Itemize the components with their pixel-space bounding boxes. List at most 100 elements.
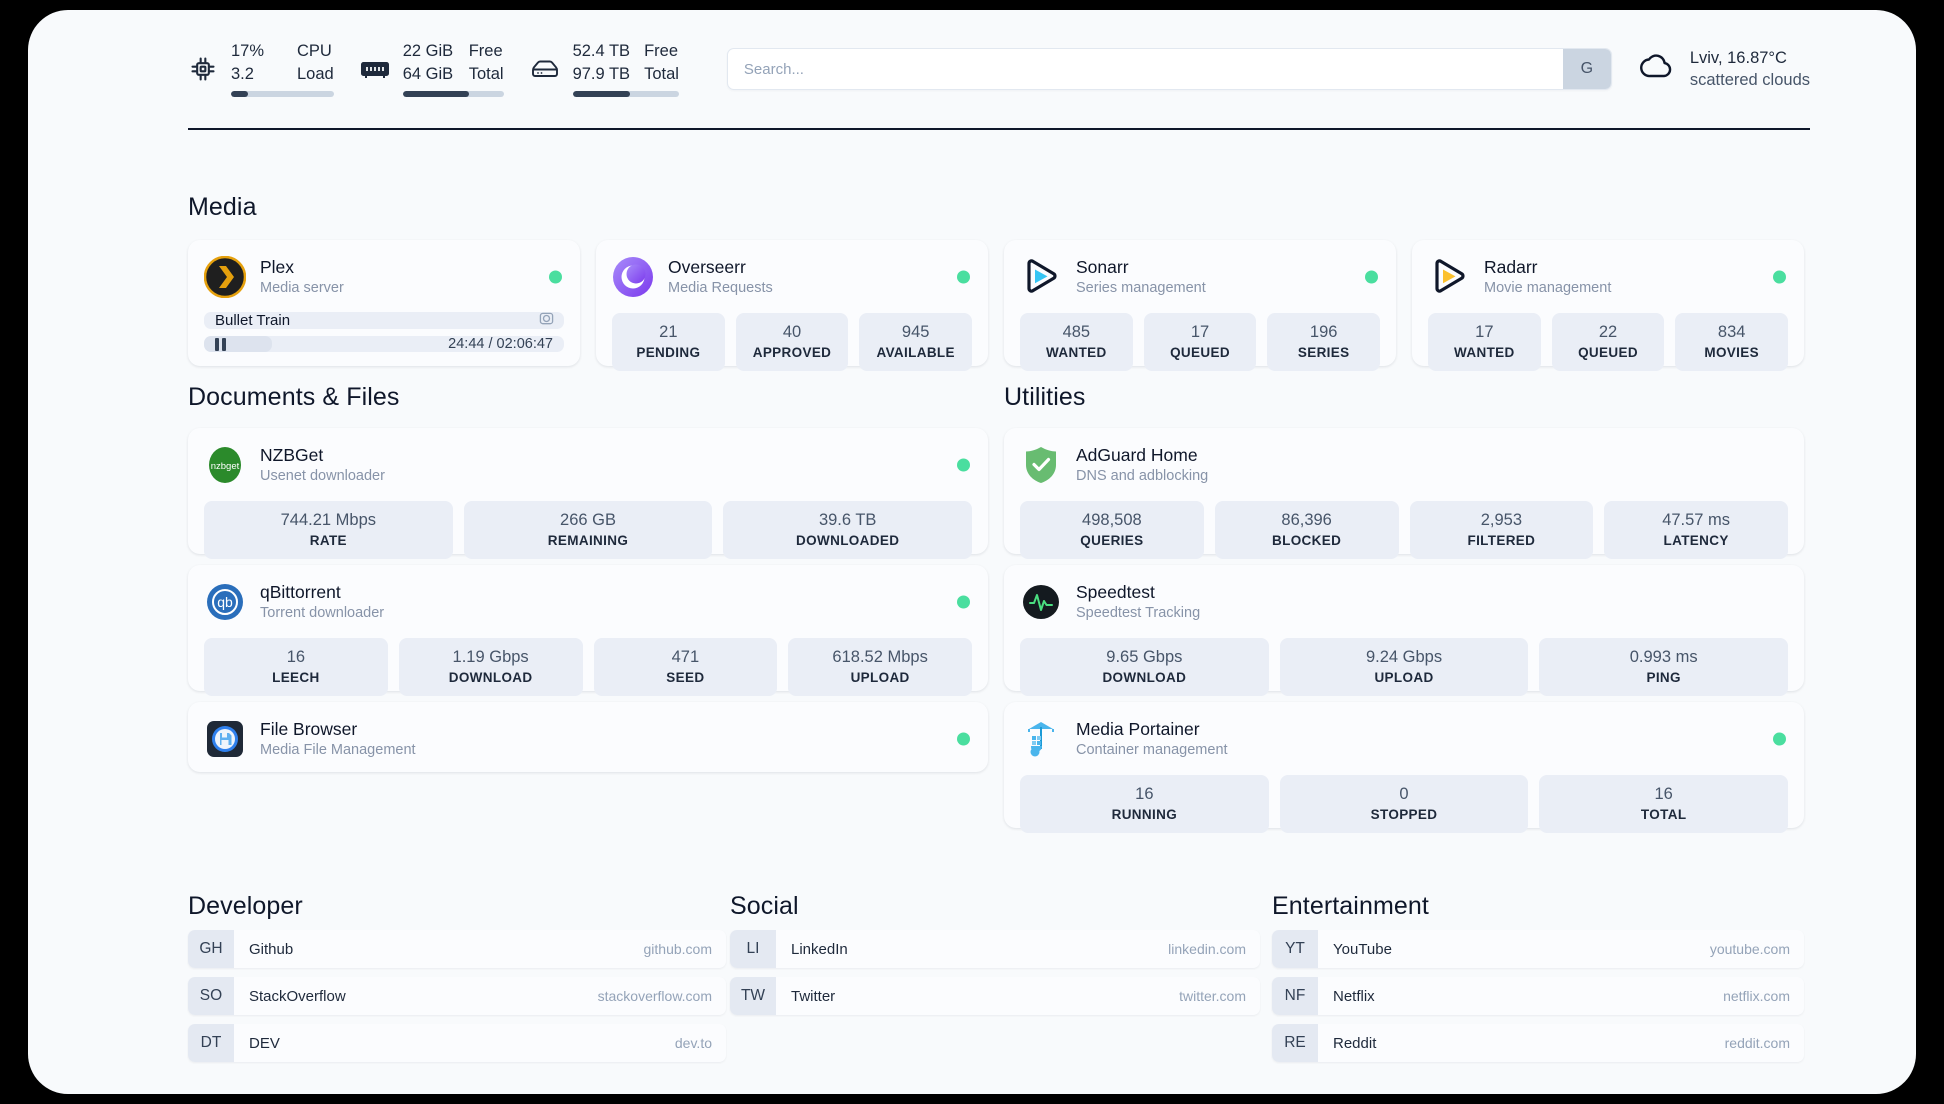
- bookmark-item[interactable]: NF Netflix netflix.com: [1272, 977, 1804, 1015]
- bookmark-item[interactable]: SO StackOverflow stackoverflow.com: [188, 977, 726, 1015]
- search-input[interactable]: [727, 49, 1563, 89]
- stat-label: DOWNLOAD: [1102, 669, 1187, 685]
- playback-progress-bar[interactable]: 24:44 / 02:06:47: [204, 336, 564, 352]
- disk-icon: [530, 54, 560, 84]
- cpu-widget: 17% CPU 3.2 Load: [188, 41, 334, 98]
- stat-tile: 17 WANTED: [1428, 313, 1541, 372]
- stat-tile: 945 AVAILABLE: [859, 313, 973, 372]
- memory-progress-bar: [402, 91, 504, 98]
- cast-icon[interactable]: [539, 311, 554, 331]
- bookmark-item[interactable]: LI LinkedIn linkedin.com: [730, 930, 1260, 968]
- stats-row: 21 PENDING 40 APPROVED 945 AVAILABLE: [612, 313, 973, 372]
- app-name: Sonarr: [1076, 256, 1129, 277]
- card-radarr[interactable]: Radarr Movie management 17 WANTED 22 QUE…: [1412, 240, 1804, 372]
- stat-tile: 834 MOVIES: [1675, 313, 1789, 372]
- stat-tile: 471 SEED: [593, 638, 778, 697]
- stat-value: 0: [1399, 785, 1409, 803]
- svg-text:nzbget: nzbget: [211, 461, 240, 472]
- card-portainer[interactable]: Media Portainer Container management 16 …: [1004, 702, 1804, 834]
- status-dot-online: [1773, 732, 1786, 746]
- stat-tile: 16 RUNNING: [1020, 775, 1269, 834]
- radarr-icon: [1428, 256, 1470, 298]
- bookmark-url: netflix.com: [1723, 988, 1790, 1004]
- memory-widget: 22 GiB Free 64 GiB Total: [360, 41, 504, 98]
- bookmark-name: YouTube: [1333, 940, 1392, 958]
- stat-tile: 47.57 ms LATENCY: [1604, 501, 1788, 560]
- card-speedtest[interactable]: Speedtest Speedtest Tracking 9.65 Gbps D…: [1004, 565, 1804, 697]
- bookmark-url: linkedin.com: [1168, 941, 1246, 957]
- now-playing-title: Bullet Train: [215, 312, 291, 329]
- stat-label: WANTED: [1046, 344, 1107, 360]
- status-dot-online: [957, 732, 970, 746]
- stats-row: 9.65 Gbps DOWNLOAD 9.24 Gbps UPLOAD 0.99…: [1020, 638, 1789, 697]
- app-subtitle: Speedtest Tracking: [1076, 604, 1201, 621]
- nzbget-icon: nzbget: [204, 444, 246, 486]
- stats-row: 744.21 Mbps RATE 266 GB REMAINING 39.6 T…: [204, 501, 973, 560]
- memory-free-label: Free: [468, 41, 503, 60]
- pause-icon[interactable]: [215, 337, 226, 351]
- stat-label: WANTED: [1454, 344, 1515, 360]
- stat-label: BLOCKED: [1272, 532, 1342, 548]
- stat-value: 485: [1062, 323, 1091, 341]
- weather-widget: Lviv, 16.87°C scattered clouds: [1638, 49, 1810, 90]
- cpu-icon: [188, 54, 218, 84]
- bookmark-abbr: TW: [730, 977, 776, 1015]
- stat-tile: 266 GB REMAINING: [463, 501, 713, 560]
- speedtest-icon: [1020, 581, 1062, 623]
- bookmark-name: Github: [249, 940, 294, 958]
- stat-value: 618.52 Mbps: [832, 648, 928, 666]
- stat-label: QUEUED: [1170, 344, 1230, 360]
- search-bar[interactable]: G: [726, 48, 1612, 90]
- bookmark-abbr: LI: [730, 930, 776, 968]
- card-overseerr[interactable]: Overseerr Media Requests 21 PENDING 40 A…: [596, 240, 988, 372]
- bookmark-list-social: LI LinkedIn linkedin.com TW Twitter twit…: [730, 930, 1260, 1015]
- stats-row: 485 WANTED 17 QUEUED 196 SERIES: [1020, 313, 1381, 372]
- card-qbittorrent[interactable]: qb qBittorrent Torrent downloader 16 LEE…: [188, 565, 988, 697]
- app-name: Overseerr: [668, 256, 746, 277]
- stat-tile: 21 PENDING: [612, 313, 725, 372]
- stat-tile: 196 SERIES: [1267, 313, 1381, 372]
- stat-value: 86,396: [1281, 511, 1332, 529]
- stat-label: UPLOAD: [850, 669, 910, 685]
- card-header: nzbget NZBGet Usenet downloader: [204, 442, 972, 488]
- section-title-social: Social: [730, 892, 799, 920]
- bookmark-item[interactable]: TW Twitter twitter.com: [730, 977, 1260, 1015]
- stat-value: 16: [286, 648, 306, 666]
- section-title-documents: Documents & Files: [188, 383, 400, 411]
- svg-text:qb: qb: [217, 594, 233, 610]
- stat-value: 9.65 Gbps: [1106, 648, 1183, 666]
- filebrowser-icon: [204, 718, 246, 760]
- card-plex[interactable]: Plex Media server Bullet Train 24:44 / 0…: [188, 240, 580, 366]
- app-subtitle: DNS and adblocking: [1076, 467, 1209, 484]
- bookmark-item[interactable]: GH Github github.com: [188, 930, 726, 968]
- card-sonarr[interactable]: Sonarr Series management 485 WANTED 17 Q…: [1004, 240, 1396, 372]
- stat-label: FILTERED: [1467, 532, 1536, 548]
- cpu-load-label: Load: [297, 65, 334, 83]
- overseerr-icon: [612, 256, 654, 298]
- search-provider-button[interactable]: G: [1562, 49, 1611, 89]
- card-filebrowser[interactable]: File Browser Media File Management: [188, 702, 988, 772]
- portainer-icon: [1020, 718, 1062, 760]
- cpu-load-value: 3.2: [231, 65, 254, 83]
- card-nzbget[interactable]: nzbget NZBGet Usenet downloader 744.21 M…: [188, 428, 988, 560]
- card-header: Sonarr Series management: [1020, 254, 1380, 300]
- sonarr-icon: [1020, 256, 1062, 298]
- cloud-icon: [1638, 50, 1676, 88]
- playback-time: 24:44 / 02:06:47: [448, 336, 553, 352]
- stat-value: 17: [1190, 323, 1210, 341]
- section-title-utilities: Utilities: [1004, 383, 1086, 411]
- bookmark-item[interactable]: DT DEV dev.to: [188, 1024, 726, 1062]
- bookmark-abbr: SO: [188, 977, 234, 1015]
- bookmark-abbr: RE: [1272, 1024, 1318, 1062]
- stat-tile: 86,396 BLOCKED: [1214, 501, 1399, 560]
- bookmark-url: reddit.com: [1724, 1035, 1790, 1051]
- app-name: qBittorrent: [260, 581, 341, 602]
- stat-label: REMAINING: [547, 532, 629, 548]
- card-adguard[interactable]: AdGuard Home DNS and adblocking 498,508 …: [1004, 428, 1804, 560]
- status-dot-online: [1773, 270, 1786, 284]
- bookmark-item[interactable]: RE Reddit reddit.com: [1272, 1024, 1804, 1062]
- app-subtitle: Media server: [260, 279, 344, 296]
- stat-value: 744.21 Mbps: [280, 511, 377, 529]
- bookmark-item[interactable]: YT YouTube youtube.com: [1272, 930, 1804, 968]
- disk-widget: 52.4 TB Free 97.9 TB Total: [530, 41, 679, 98]
